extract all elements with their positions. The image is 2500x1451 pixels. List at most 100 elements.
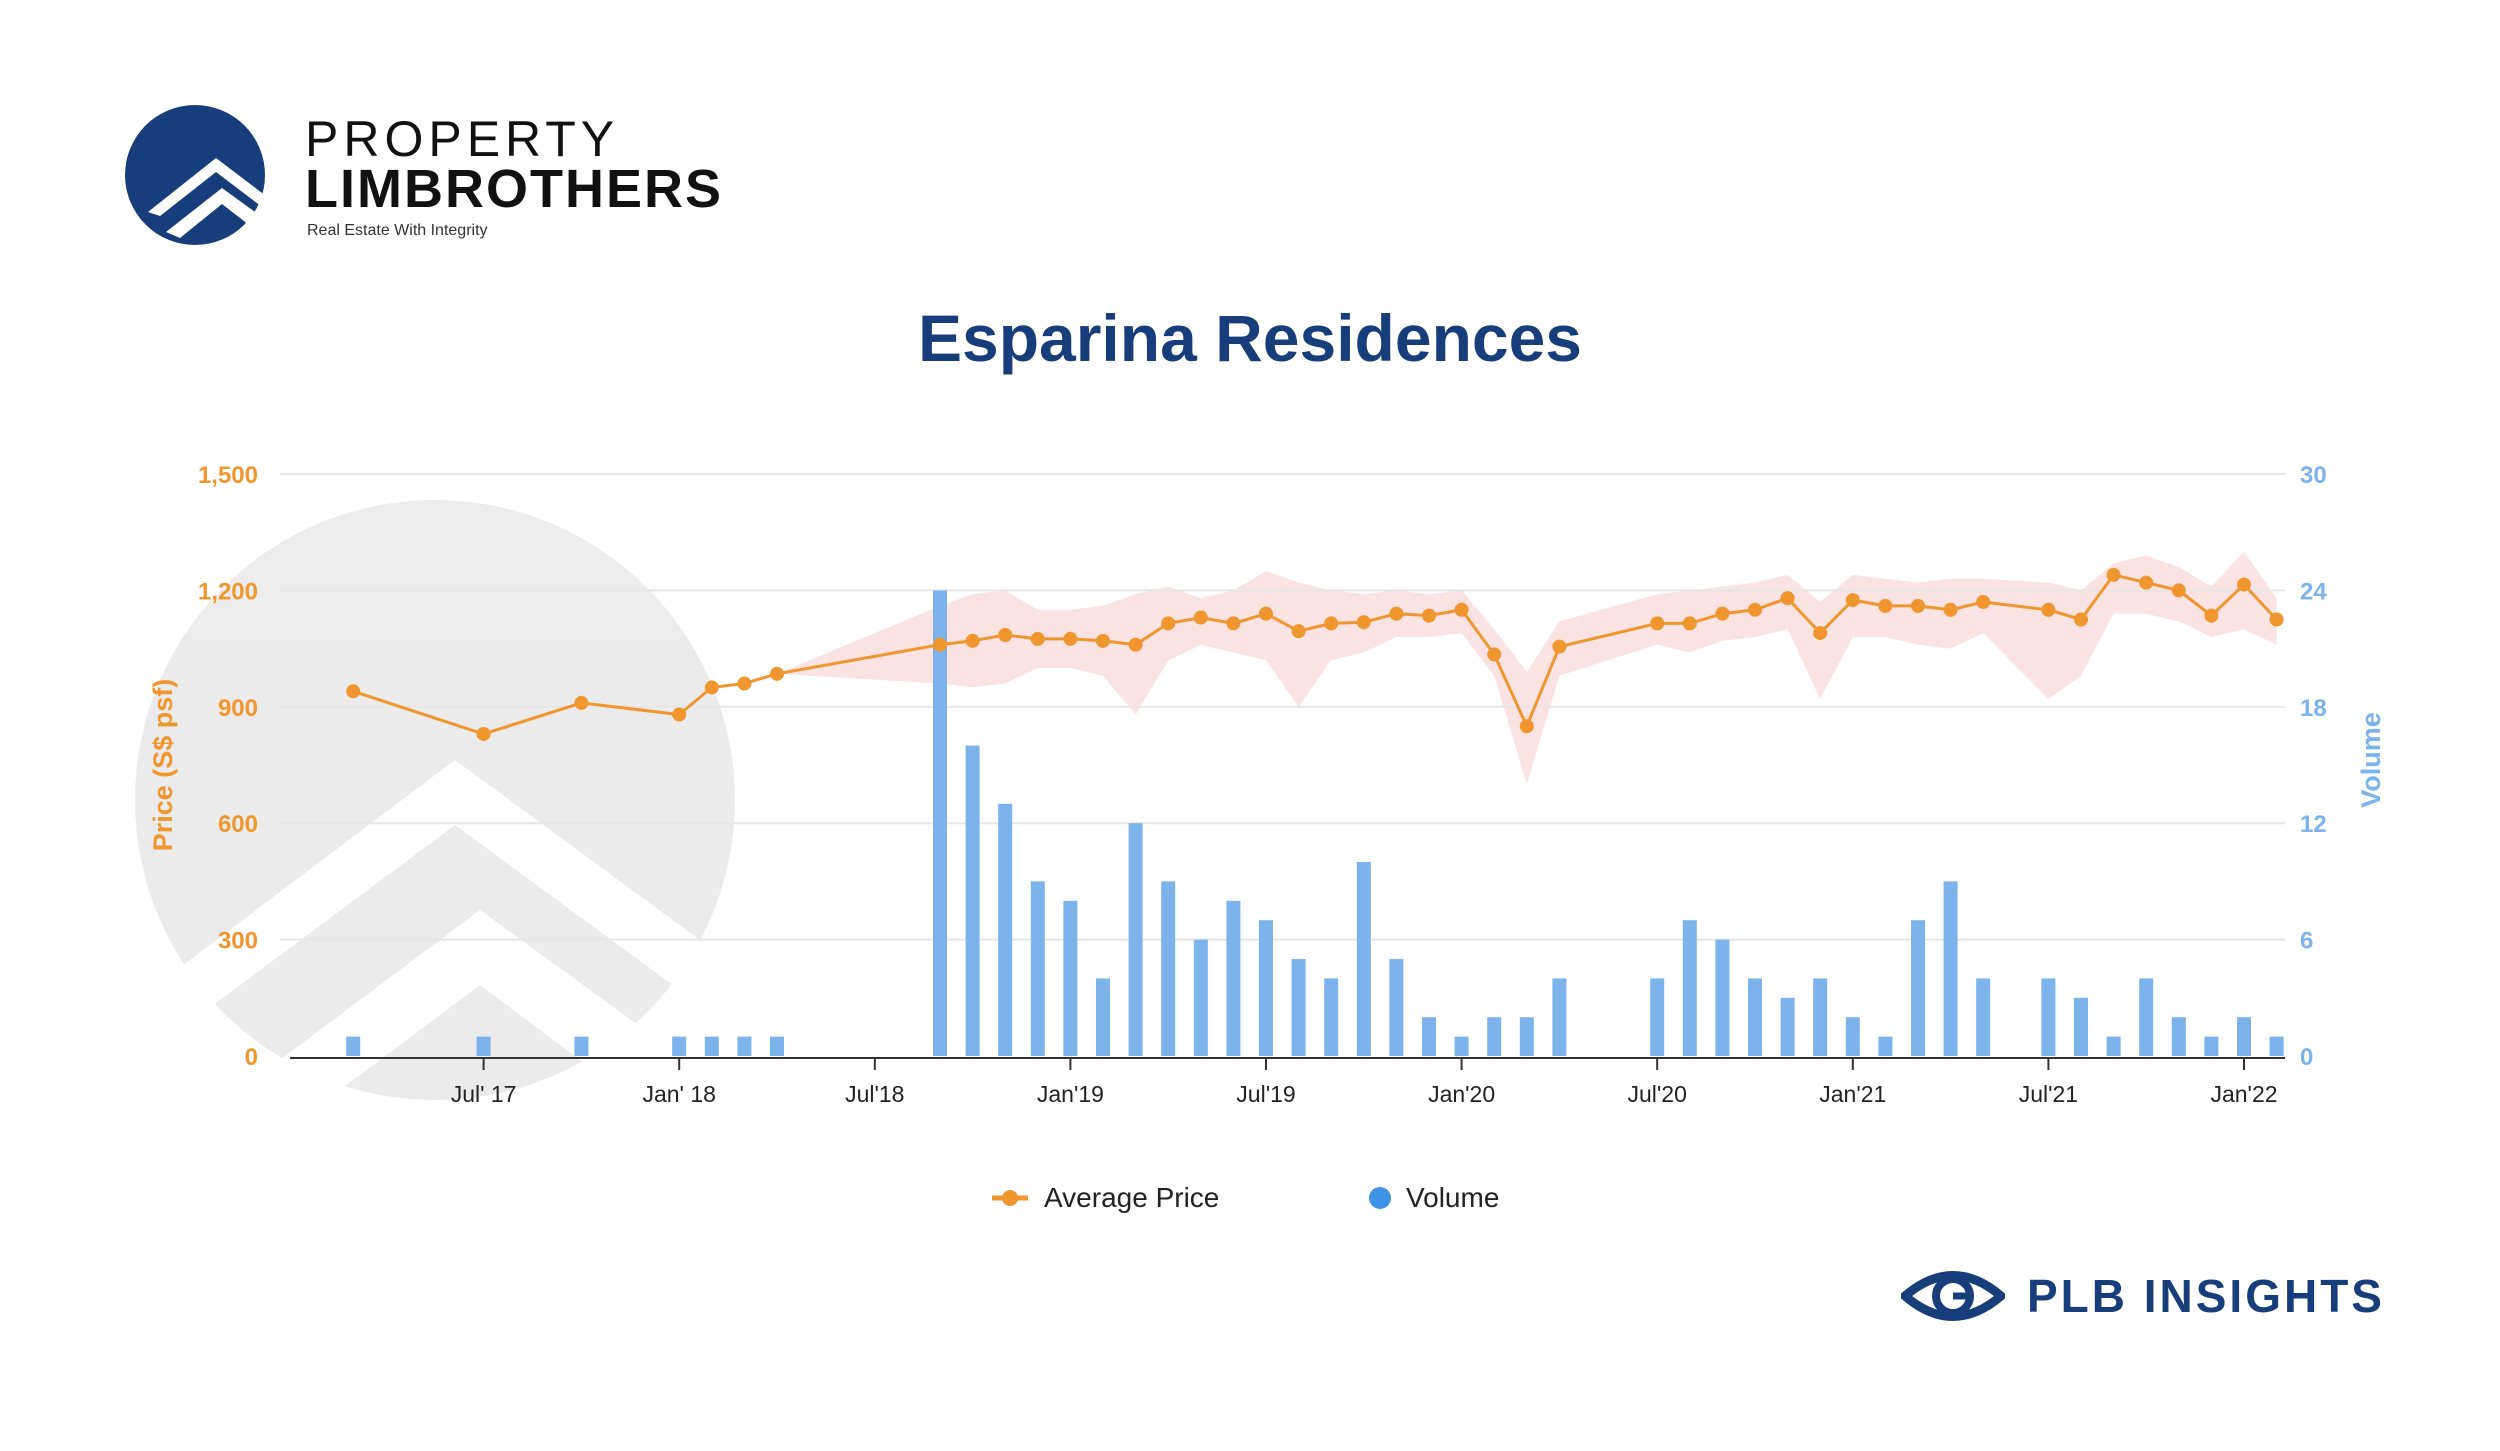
volume-bar: [1976, 978, 1991, 1056]
brand-name-line2: LIMBROTHERS: [305, 159, 723, 219]
chart-title: Esparina Residences: [918, 301, 1582, 375]
average-price-point: [1845, 593, 1860, 608]
y-tick-label-right: 18: [2300, 695, 2327, 722]
volume-bar: [1878, 1036, 1893, 1056]
watermark-chevron-upper: [150, 760, 700, 1015]
volume-bar: [2074, 997, 2088, 1056]
volume-bar: [770, 1036, 784, 1056]
volume-bar: [1650, 978, 1665, 1056]
volume-bar: [704, 1036, 719, 1056]
average-price-point: [933, 637, 947, 652]
x-tick-label: Jul' 17: [451, 1081, 517, 1107]
volume-bar: [1259, 920, 1273, 1056]
x-tick-label: Jan'21: [1819, 1081, 1886, 1107]
average-price-point: [2237, 577, 2251, 592]
volume-bar: [1943, 881, 1958, 1056]
average-price-point: [1650, 616, 1665, 631]
volume-bar: [1324, 978, 1339, 1056]
legend-dot-icon: [1369, 1187, 1391, 1209]
y-tick-label-right: 24: [2300, 578, 2327, 605]
volume-bar: [476, 1036, 491, 1056]
y-axis-right-label: Volume: [2356, 712, 2386, 808]
volume-bar: [1552, 978, 1567, 1056]
average-price-point: [2106, 567, 2121, 582]
volume-bar: [1389, 959, 1404, 1056]
average-price-point: [704, 680, 719, 695]
average-price-point: [1259, 606, 1273, 621]
y-tick-label-left: 600: [218, 811, 258, 838]
volume-bar: [1780, 997, 1795, 1056]
average-price-point: [737, 676, 752, 691]
legend-line-marker-icon: [992, 1190, 1028, 1206]
average-price-point: [1324, 616, 1339, 631]
legend-label-average-price: Average Price: [1044, 1182, 1220, 1213]
volume-bar: [2237, 1017, 2251, 1056]
average-price-point: [965, 633, 980, 648]
volume-bar: [1682, 920, 1697, 1056]
average-price-point: [1161, 616, 1176, 631]
average-price-point: [1943, 602, 1958, 617]
volume-bar: [1748, 978, 1762, 1056]
volume-bar: [2041, 978, 2056, 1056]
volume-bar: [2171, 1017, 2186, 1056]
average-price-point: [346, 684, 361, 699]
volume-bar: [1193, 939, 1208, 1056]
brand-tagline: Real Estate With Integrity: [307, 222, 488, 239]
volume-bar: [1715, 939, 1730, 1056]
watermark: [135, 500, 735, 1120]
x-tick-label: Jan'20: [1428, 1081, 1495, 1107]
volume-bar: [1128, 823, 1143, 1056]
y-tick-label-left: 1,200: [198, 578, 258, 605]
average-price-point: [998, 628, 1013, 643]
average-price-point: [1422, 608, 1436, 623]
price-range-band-area: [777, 551, 2277, 785]
volume-bar: [1063, 900, 1078, 1056]
volume-bar: [672, 1036, 687, 1056]
y-tick-label-right: 6: [2300, 928, 2313, 955]
average-price-point: [1389, 606, 1404, 621]
average-price-point: [1096, 633, 1110, 648]
average-price-point: [1813, 626, 1828, 641]
logo-chevron-lower: [166, 188, 266, 238]
volume-bar: [1487, 1017, 1502, 1056]
average-price-point: [1128, 637, 1143, 652]
average-price-point: [476, 726, 491, 741]
average-price-point: [1748, 602, 1762, 617]
watermark-chevron-lower: [240, 910, 700, 1120]
volume-bar: [1030, 881, 1045, 1056]
x-tick-label: Jan'22: [2210, 1081, 2277, 1107]
volume-bar: [574, 1036, 589, 1056]
x-tick-label: Jul'21: [2019, 1081, 2078, 1107]
volume-bar: [965, 745, 980, 1056]
volume-bar: [1291, 959, 1306, 1056]
volume-bar: [1226, 900, 1241, 1056]
volume-bar: [1911, 920, 1925, 1056]
y-tick-label-left: 300: [218, 928, 258, 955]
average-price-point: [2041, 602, 2056, 617]
x-tick-label: Jan' 18: [642, 1081, 715, 1107]
average-price-line: [352, 573, 2278, 736]
volume-bar: [2139, 978, 2154, 1056]
legend-item-average-price[interactable]: Average Price: [990, 1182, 1219, 1214]
average-price-point: [770, 666, 784, 681]
volume-bar: [1454, 1036, 1469, 1056]
volume-bar: [933, 590, 947, 1056]
volume-bar: [2204, 1036, 2219, 1056]
volume-bars: [346, 590, 2284, 1056]
y-tick-label-right: 0: [2300, 1044, 2313, 1071]
price-line: [346, 567, 2284, 741]
volume-bar: [2269, 1036, 2284, 1056]
watermark-circle: [135, 500, 735, 1100]
plb-insights-label: PLB INSIGHTS: [2026, 1270, 2385, 1322]
legend-item-volume[interactable]: Volume: [1368, 1182, 1499, 1214]
average-price-point: [1487, 647, 1502, 662]
average-price-point: [1976, 595, 1991, 610]
logo-chevron-upper: [148, 158, 266, 216]
volume-bar: [346, 1036, 361, 1056]
average-price-point: [2139, 575, 2154, 590]
y-tick-label-right: 30: [2300, 462, 2327, 489]
average-price-point: [1193, 610, 1208, 625]
volume-bar: [1845, 1017, 1860, 1056]
average-price-point: [1291, 624, 1306, 639]
volume-bar: [1422, 1017, 1436, 1056]
